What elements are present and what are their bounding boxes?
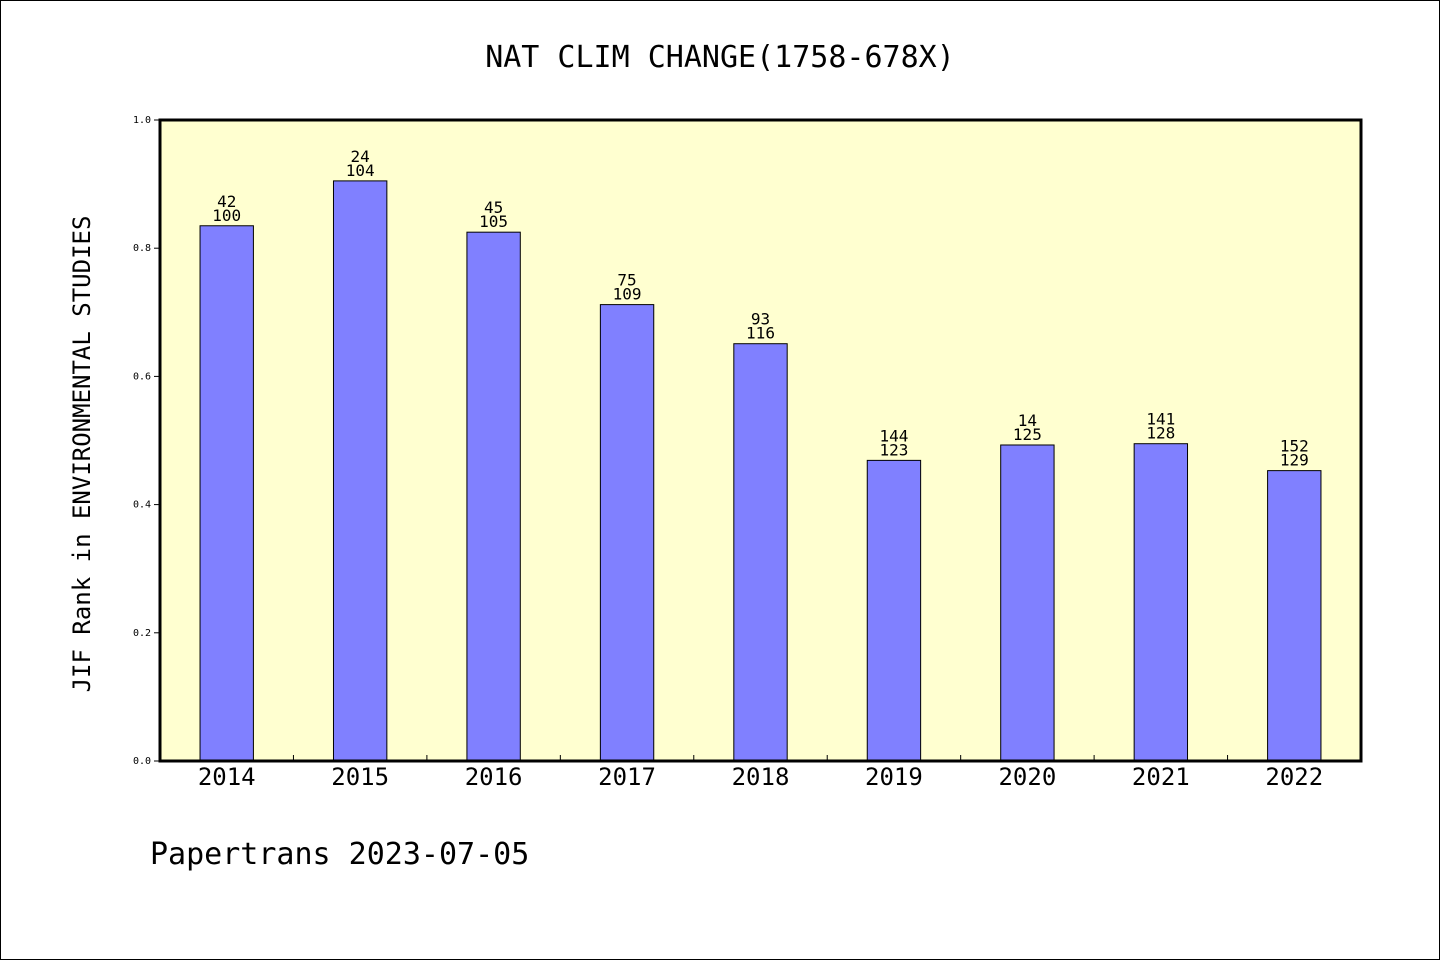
bar-rank-label: 14	[1018, 411, 1037, 430]
x-axis: 2014 2015 2016 2017 2018 2019 2020 2021 2022	[198, 755, 1323, 791]
bar-total-label: 100	[212, 206, 241, 225]
y-axis-label: JIF Rank in ENVIRONMENTAL STUDIES	[68, 216, 96, 693]
x-tick-label: 2014	[198, 763, 256, 791]
bar-2017	[599, 304, 655, 762]
bar-rank-label: 75	[617, 271, 636, 290]
bar-total-label: 116	[746, 324, 775, 343]
x-tick-label: 2022	[1265, 763, 1323, 791]
y-tick-label: 0.4	[133, 500, 151, 511]
x-tick-label: 2018	[732, 763, 790, 791]
bar-total-label: 105	[479, 212, 508, 231]
plot-border	[158, 118, 1363, 763]
bar-2014	[199, 225, 254, 762]
bar-rank-label: 42	[217, 192, 236, 211]
bar-total-label: 129	[1280, 451, 1309, 470]
bars-group	[199, 180, 1322, 762]
bar-rank-label: 152	[1280, 437, 1309, 456]
bar-rank-label: 24	[351, 147, 370, 166]
bar-total-label: 123	[879, 440, 908, 459]
y-tick-label: 0.6	[133, 371, 151, 382]
x-tick-label: 2020	[998, 763, 1056, 791]
bar-2020	[1000, 444, 1055, 762]
x-tick-label: 2017	[598, 763, 656, 791]
y-tick-label: 0.2	[133, 628, 151, 639]
bar-total-label: 125	[1013, 425, 1042, 444]
bar-2015	[332, 180, 388, 762]
bar-2018	[733, 343, 788, 762]
y-tick-label: 1.0	[133, 115, 151, 126]
x-tick-label: 2021	[1132, 763, 1190, 791]
bar-labels-group: 4210024104451057510993116144123141251411…	[212, 147, 1308, 470]
bar-rank-label: 93	[751, 310, 770, 329]
bar-2019	[866, 459, 922, 762]
bar-2022	[1267, 470, 1322, 762]
chart-title: NAT CLIM CHANGE(1758-678X)	[485, 40, 955, 75]
bar-total-label: 128	[1146, 424, 1175, 443]
y-tick-label: 0.0	[133, 756, 151, 767]
bar-2021	[1133, 443, 1189, 762]
bar-total-label: 109	[613, 285, 642, 304]
bar-rank-label: 144	[879, 426, 908, 445]
bar-2016	[466, 231, 521, 762]
bar-rank-label: 141	[1146, 410, 1175, 429]
bar-rank-label: 45	[484, 198, 503, 217]
y-tick-label: 0.8	[133, 243, 151, 254]
bar-total-label: 104	[346, 161, 375, 180]
x-tick-label: 2016	[465, 763, 523, 791]
x-tick-label: 2015	[331, 763, 389, 791]
y-axis: 0.0 0.2 0.4 0.6 0.8 1.0	[133, 115, 160, 767]
x-tick-label: 2019	[865, 763, 923, 791]
footer-text: Papertrans 2023-07-05	[150, 837, 529, 872]
